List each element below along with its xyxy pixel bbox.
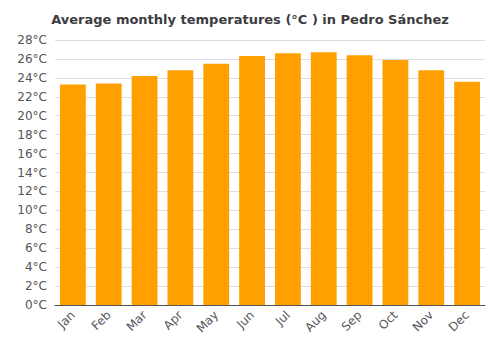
svg-text:0°C: 0°C: [25, 298, 47, 312]
svg-text:22°C: 22°C: [17, 90, 47, 104]
svg-text:26°C: 26°C: [17, 52, 47, 66]
svg-text:Dec: Dec: [446, 308, 472, 334]
svg-text:20°C: 20°C: [17, 109, 47, 123]
svg-text:Oct: Oct: [376, 308, 401, 333]
svg-text:12°C: 12°C: [17, 184, 47, 198]
svg-text:28°C: 28°C: [17, 33, 47, 47]
svg-text:Feb: Feb: [89, 308, 114, 333]
svg-text:Apr: Apr: [161, 308, 186, 333]
svg-text:16°C: 16°C: [17, 147, 47, 161]
svg-text:Mar: Mar: [124, 308, 150, 334]
svg-text:14°C: 14°C: [17, 166, 47, 180]
svg-text:18°C: 18°C: [17, 128, 47, 142]
svg-text:10°C: 10°C: [17, 203, 47, 217]
svg-text:2°C: 2°C: [25, 279, 47, 293]
svg-text:8°C: 8°C: [25, 222, 47, 236]
svg-text:Jan: Jan: [54, 308, 78, 332]
svg-text:4°C: 4°C: [25, 260, 47, 274]
svg-text:Aug: Aug: [302, 308, 328, 334]
svg-text:Nov: Nov: [410, 308, 436, 334]
svg-text:Average monthly temperatures (: Average monthly temperatures (°C ) in Pe…: [51, 12, 449, 27]
svg-text:6°C: 6°C: [25, 241, 47, 255]
svg-text:Sep: Sep: [339, 308, 365, 334]
svg-text:Jul: Jul: [272, 308, 293, 329]
svg-text:24°C: 24°C: [17, 71, 47, 85]
svg-text:May: May: [194, 308, 221, 335]
svg-text:Jun: Jun: [233, 308, 257, 332]
